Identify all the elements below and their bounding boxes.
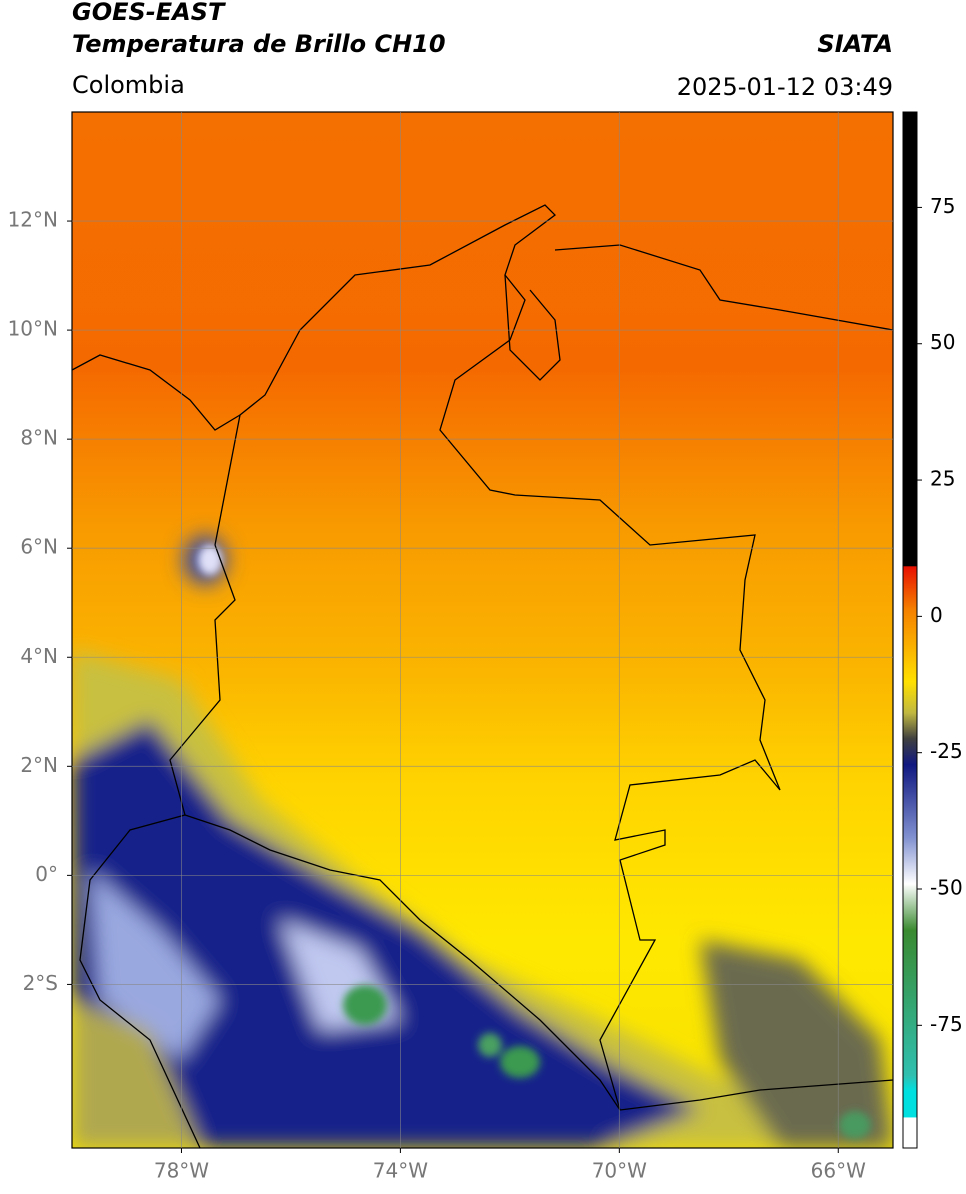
colorbar-tick-label: -25 xyxy=(930,739,963,763)
y-tick-label: 0° xyxy=(35,862,58,886)
x-tick-label: 66°W xyxy=(811,1159,866,1183)
x-tick-label: 70°W xyxy=(592,1159,647,1183)
colorbar-tick-label: 25 xyxy=(930,467,955,491)
y-tick-label: 2°S xyxy=(23,971,58,995)
x-tick-label: 78°W xyxy=(154,1159,209,1183)
colorbar-tick-label: -75 xyxy=(930,1012,963,1036)
subtitle: Temperatura de Brillo CH10 xyxy=(72,30,446,58)
y-tick-label: 10°N xyxy=(8,317,58,341)
region: Colombia xyxy=(72,71,185,99)
y-tick-label: 8°N xyxy=(20,426,58,450)
source: SIATA xyxy=(817,30,893,58)
y-tick-label: 12°N xyxy=(8,208,58,232)
map-image xyxy=(72,112,893,1148)
colorbar-tick-label: -50 xyxy=(930,876,963,900)
y-tick-label: 2°N xyxy=(20,753,58,777)
colorbar-tick-label: 75 xyxy=(930,194,955,218)
colorbar-tick-label: 0 xyxy=(930,603,943,627)
y-tick-label: 4°N xyxy=(20,644,58,668)
datetime: 2025-01-12 03:49 xyxy=(677,73,893,101)
title: GOES-EAST xyxy=(72,0,226,26)
colorbar-tick-label: 50 xyxy=(930,330,955,354)
y-tick-label: 6°N xyxy=(20,535,58,559)
colorbar xyxy=(902,111,918,1149)
x-tick-label: 74°W xyxy=(373,1159,428,1183)
map-frame xyxy=(71,111,894,1149)
